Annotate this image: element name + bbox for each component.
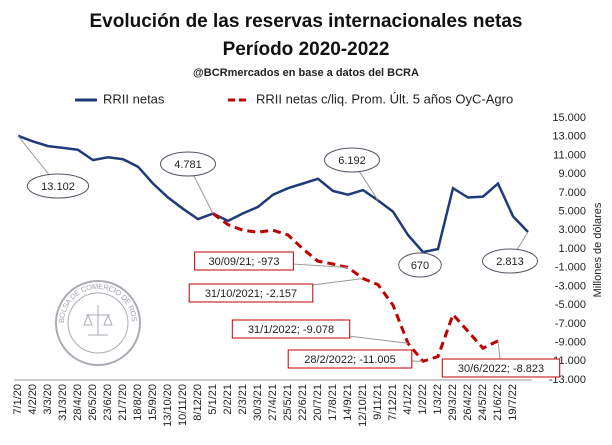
- x-tick-label: 31/3/20: [57, 384, 69, 421]
- source: @BCRmercados en base a datos del BCRA: [193, 67, 419, 79]
- x-tick-label: 1/2/22: [417, 384, 429, 415]
- x-tick-label: 7/1/20: [12, 384, 24, 415]
- x-tick-label: 1/3/22: [432, 384, 444, 415]
- annotation-label: 28/2/2022; -11.005: [304, 354, 396, 366]
- x-tick-label: 25/5/21: [282, 384, 294, 421]
- x-tick-label: 3/3/20: [42, 384, 54, 415]
- x-tick-label: 17/8/21: [327, 384, 339, 421]
- x-tick-label: 21/6/22: [492, 384, 504, 421]
- x-tick-label: 26/5/20: [87, 384, 99, 421]
- y-tick-label: 15.000: [552, 112, 586, 124]
- annotation-label: 6.192: [338, 155, 366, 167]
- chart-subtitle: Período 2020-2022: [223, 39, 390, 60]
- annotation-box: [287, 349, 413, 369]
- x-tick-label: 12/10/21: [357, 384, 369, 427]
- annotation-label: 670: [411, 260, 429, 272]
- x-tick-label: 20/7/21: [312, 384, 324, 421]
- series-line: [212, 212, 499, 364]
- x-tick-label: 30/3/21: [252, 384, 264, 421]
- y-tick-label: 3.000: [558, 224, 586, 236]
- x-tick-label: 23/6/20: [102, 384, 114, 421]
- y-tick-label: -3.000: [555, 280, 586, 292]
- x-tick-label: 13/10/20: [162, 384, 174, 427]
- annotation-label: 31/10/2021; -2.157: [205, 288, 297, 300]
- y-tick-label: 11.000: [553, 149, 586, 161]
- y-tick-label: 5.000: [558, 205, 586, 217]
- x-tick-label: 27/4/21: [267, 384, 279, 421]
- x-tick-label: 29/3/22: [447, 384, 459, 421]
- logo-text-path: BOLSA DE COMERCIO DE ROSARIO: [0, 0, 139, 323]
- annotation-bubble: [482, 248, 538, 274]
- y-tick-label: 7.000: [558, 187, 586, 199]
- y-tick-label: 13.000: [552, 131, 586, 143]
- x-tick-label: 5/1/21: [207, 384, 219, 415]
- annotation-box: [231, 319, 351, 339]
- x-tick-label: 26/4/22: [462, 384, 474, 421]
- x-tick-label: 4/1/22: [402, 384, 414, 415]
- x-tick-label: 8/12/20: [192, 384, 204, 421]
- annotation-box: [194, 251, 294, 271]
- annotation-bubble: [26, 173, 90, 199]
- y-tick-label: 9.000: [558, 168, 586, 180]
- y-tick-label: -1.000: [555, 262, 586, 274]
- chart-title: Evolución de las reservas internacionale…: [90, 11, 523, 32]
- annotation-box: [188, 283, 314, 303]
- x-tick-label: 15/9/20: [147, 384, 159, 421]
- y-tick-label: -7.000: [555, 318, 586, 330]
- x-tick-label: 7/12/21: [387, 384, 399, 421]
- x-tick-label: 4/2/20: [27, 384, 39, 415]
- annotation-label: 4.781: [174, 159, 202, 171]
- annotation-bubble: [324, 147, 380, 173]
- annotation-box: [441, 358, 561, 378]
- x-tick-label: 22/6/21: [297, 384, 309, 421]
- annotation-bubble: [160, 151, 216, 177]
- x-tick-label: 2/2/21: [222, 384, 234, 415]
- x-tick-label: 21/7/20: [117, 384, 129, 421]
- x-tick-label: 18/8/20: [132, 384, 144, 421]
- annotation-label: 13.102: [41, 181, 75, 193]
- x-tick-label: 19/7/22: [507, 384, 519, 421]
- series-line: [17, 134, 529, 254]
- legend-label: RRII netas c/liq. Prom. Últ. 5 años OyC-…: [256, 91, 513, 106]
- y-tick-label: -5.000: [555, 299, 586, 311]
- legend-label: RRII netas: [103, 91, 165, 106]
- x-tick-label: 14/9/21: [342, 384, 354, 421]
- annotation-label: 30/09/21; -973: [209, 256, 280, 268]
- annotation-bubble: [398, 252, 442, 278]
- x-tick-label: 24/5/22: [477, 384, 489, 421]
- x-tick-label: 28/4/20: [72, 384, 84, 421]
- y-tick-label: 1.000: [558, 243, 586, 255]
- annotation-label: 31/1/2022; -9.078: [248, 324, 334, 336]
- x-tick-label: 2/3/21: [237, 384, 249, 415]
- annotation-label: 2.813: [496, 256, 524, 268]
- y-tick-label: -9.000: [555, 336, 586, 348]
- x-tick-label: 9/11/21: [372, 384, 384, 420]
- x-tick-label: 10/11/20: [177, 384, 189, 426]
- logo-text: BOLSA DE COMERCIO DE ROSARIO: [0, 0, 139, 323]
- y-axis-label: Millones de dólares: [592, 202, 604, 297]
- annotation-label: 30/6/2022; -8.823: [458, 363, 544, 375]
